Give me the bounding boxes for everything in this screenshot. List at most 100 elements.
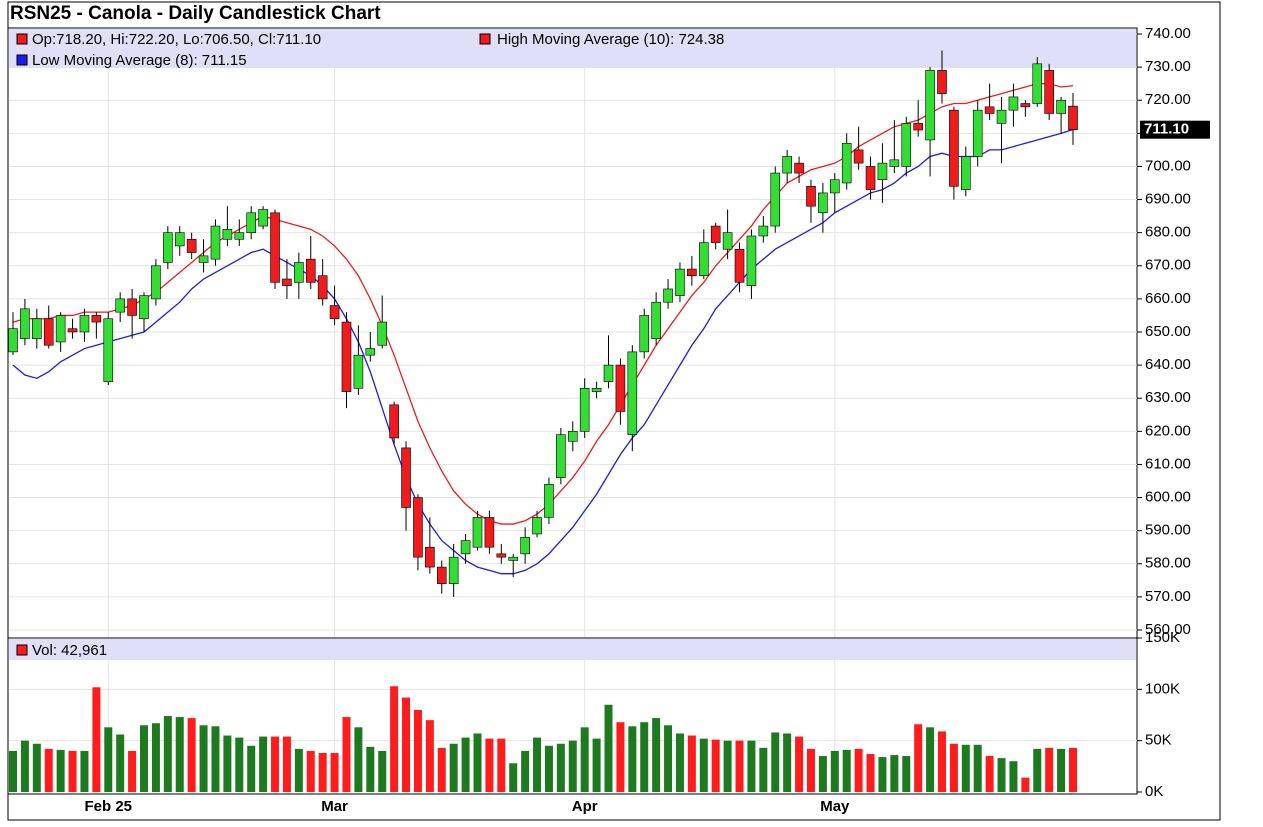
y-tick-label: 700.00: [1145, 157, 1191, 174]
legend-swatch: [16, 33, 28, 45]
volume-bar: [735, 740, 744, 792]
candle-body: [1020, 103, 1031, 108]
volume-bar: [759, 747, 768, 792]
candle-body: [448, 556, 459, 584]
candle-body: [353, 354, 364, 389]
x-tick-label: Mar: [321, 798, 348, 815]
candle-body: [1044, 70, 1054, 114]
volume-bar: [425, 720, 434, 792]
volume-bar: [592, 738, 601, 792]
volume-bar: [151, 723, 160, 792]
legend-swatch: [16, 54, 28, 66]
legend-label: Vol: 42,961: [32, 642, 107, 659]
volume-bar: [616, 722, 625, 792]
last-price-label: 711.10: [1144, 121, 1189, 138]
y-tick-label: 560.00: [1145, 621, 1191, 638]
volume-bar: [830, 750, 839, 792]
volume-bar: [890, 755, 899, 792]
y-tick-label: 50K: [1145, 732, 1172, 749]
volume-bar: [747, 740, 756, 792]
legend-label: Low Moving Average (8): 711.15: [32, 52, 247, 69]
candle-body: [91, 315, 102, 323]
candle-body: [365, 348, 376, 356]
volume-bar: [413, 709, 422, 792]
candle-body: [103, 318, 114, 382]
volume-bar: [318, 752, 327, 792]
candle-body: [591, 387, 602, 392]
volume-bar: [128, 750, 137, 792]
volume-bar: [68, 750, 77, 792]
candle-body: [174, 232, 185, 247]
candle-body: [436, 566, 447, 584]
volume-bar: [354, 727, 363, 792]
candle-body: [329, 305, 340, 320]
candle-body: [163, 232, 173, 263]
y-tick-label: 580.00: [1145, 555, 1191, 572]
y-tick-label: 600.00: [1145, 489, 1191, 506]
y-tick-label: 570.00: [1145, 588, 1191, 605]
candle-body: [401, 447, 411, 508]
candle-body: [556, 434, 566, 478]
volume-bar: [259, 736, 268, 792]
volume-bar: [902, 756, 911, 792]
volume-bar: [56, 749, 65, 792]
candle-body: [43, 318, 54, 346]
candle-body: [579, 387, 590, 432]
candle-body: [841, 142, 852, 184]
volume-bar: [223, 735, 232, 792]
volume-bar: [342, 717, 351, 792]
candle-body: [1008, 96, 1019, 111]
volume-bar: [842, 749, 851, 792]
volume-bar: [390, 686, 399, 792]
candle-body: [532, 517, 542, 535]
volume-bar: [687, 735, 696, 792]
volume-bar: [247, 745, 256, 792]
volume-bar: [806, 748, 815, 792]
candle-body: [460, 540, 471, 555]
candle-body: [413, 497, 423, 558]
volume-bar: [878, 757, 887, 792]
candle-body: [472, 517, 483, 548]
candle-body: [877, 162, 888, 180]
moving-average-line: [12, 83, 1074, 525]
candle-body: [1032, 63, 1043, 104]
candle-body: [937, 70, 947, 94]
candle-body: [79, 315, 90, 333]
legend-band: [9, 639, 1136, 660]
candle-body: [270, 212, 280, 283]
candle-body: [794, 162, 804, 174]
candle-body: [698, 242, 709, 277]
y-tick-label: 720.00: [1145, 91, 1191, 108]
candle-body: [1056, 99, 1066, 114]
y-tick-label: 590.00: [1145, 522, 1191, 539]
candle-body: [996, 109, 1007, 124]
volume-bar: [330, 752, 339, 792]
volume-bar: [461, 737, 470, 792]
y-tick-label: 660.00: [1145, 290, 1191, 307]
candle-body: [758, 225, 769, 237]
volume-bar: [1057, 748, 1066, 792]
chart-title: RSN25 - Canola - Daily Candlestick Chart: [10, 3, 381, 24]
volume-bar: [104, 727, 113, 792]
volume-bar: [973, 744, 982, 792]
candle-body: [853, 149, 864, 164]
candle-body: [806, 186, 816, 207]
candle-body: [567, 431, 578, 442]
candle-body: [949, 109, 959, 187]
candle-body: [770, 172, 781, 227]
candle-body: [139, 295, 149, 320]
candle-body: [258, 209, 268, 227]
candle-body: [889, 159, 900, 167]
candle-body: [734, 248, 745, 283]
legend-label: Op:718.20, Hi:722.20, Lo:706.50, Cl:711.…: [32, 31, 321, 48]
candle-body: [127, 298, 137, 316]
candle-body: [389, 404, 399, 439]
candle-body: [972, 109, 983, 157]
volume-bar: [664, 725, 673, 792]
candle-body: [984, 106, 995, 114]
candle-body: [615, 364, 626, 412]
volume-bar: [44, 748, 53, 792]
candle-body: [687, 268, 697, 277]
volume-bar: [485, 738, 494, 792]
y-tick-label: 680.00: [1145, 224, 1191, 241]
